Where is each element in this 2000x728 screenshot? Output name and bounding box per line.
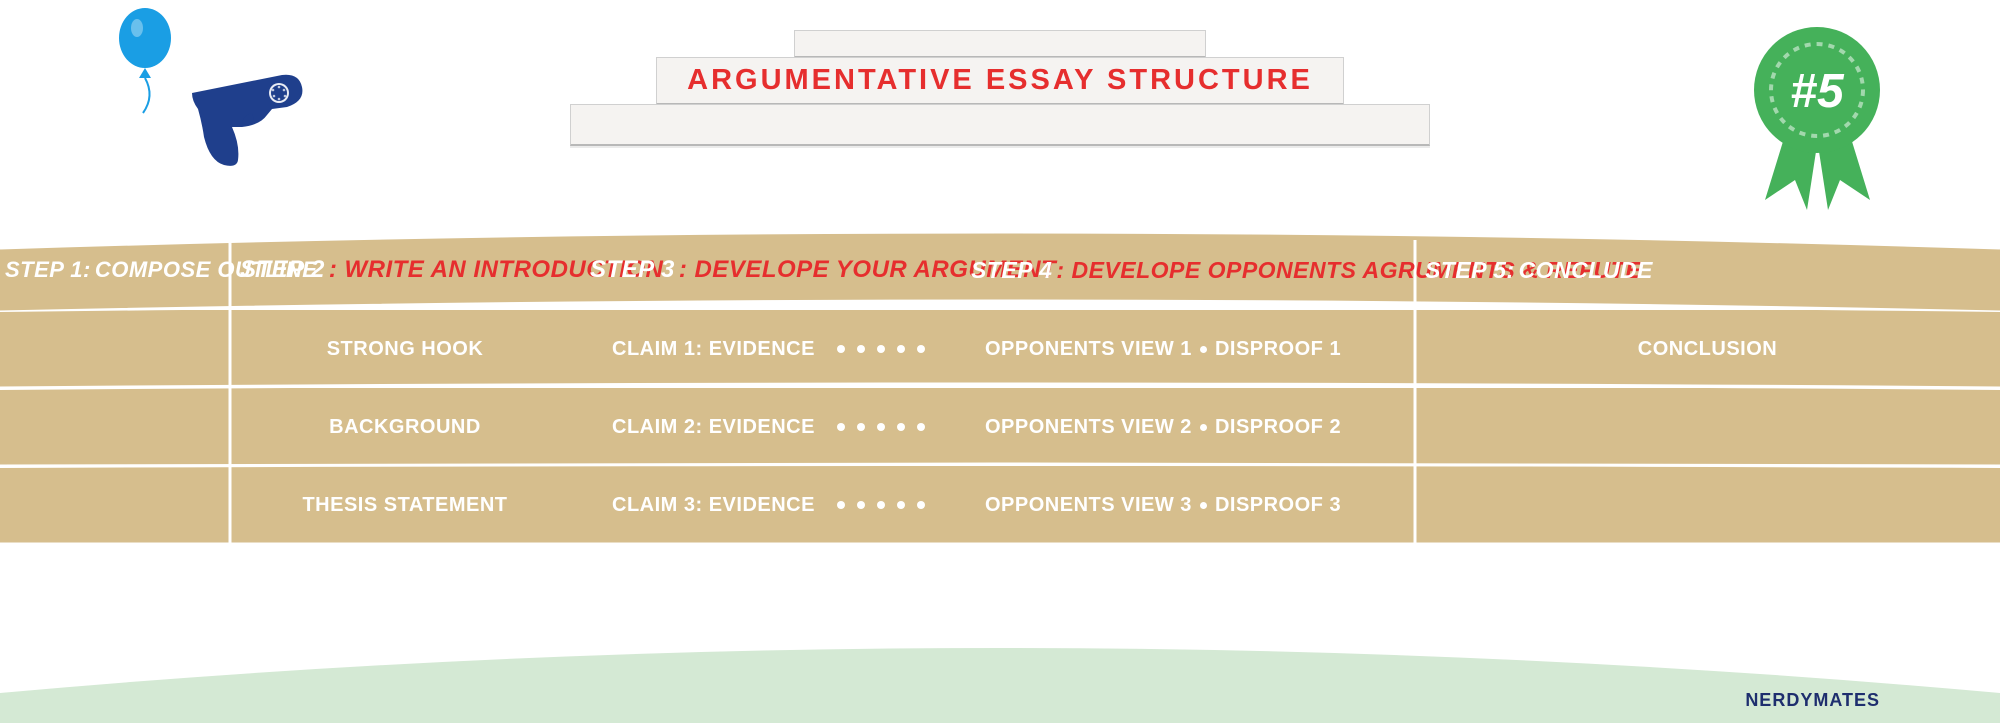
disproof: DISPROOF 3 [1215, 494, 1341, 517]
credit-text: NERDYMATES [1745, 690, 1880, 711]
intro-item: BACKGROUND [329, 416, 481, 439]
dot-icon [897, 423, 905, 431]
dots-separator [837, 423, 925, 431]
claim-item: CLAIM 3: EVIDENCE [612, 494, 815, 517]
dot-icon [1200, 502, 1207, 509]
dot-icon [1200, 346, 1207, 353]
opponent-view: OPPONENTS VIEW 3 [985, 494, 1192, 517]
row-cell-intro: BACKGROUND [230, 416, 580, 439]
dot-icon [857, 423, 865, 431]
step-5-label: CONCLUDE [1519, 257, 1653, 284]
step-3: STEP 3 : DEVELOPE YOUR ARGUMENT [580, 256, 965, 284]
ribbon-badge-icon: #5 [1735, 15, 1900, 220]
intro-item: THESIS STATEMENT [302, 494, 507, 517]
track-body: STRONG HOOK CLAIM 1: EVIDENCE OPPONENTS VI… [0, 310, 2000, 544]
dot-icon [837, 345, 845, 353]
track-row: THESIS STATEMENT CLAIM 3: EVIDENCE OPPONEN… [0, 466, 2000, 544]
row-cell-opponent: OPPONENTS VIEW 1 DISPROOF 1 [965, 338, 1415, 361]
row-cell-claim: CLAIM 3: EVIDENCE [580, 494, 965, 517]
title-bar-mid: ARGUMENTATIVE ESSAY STRUCTURE [656, 57, 1344, 105]
step-1-prefix: STEP 1: [5, 257, 91, 283]
dot-icon [877, 423, 885, 431]
step-4: STEP 4 : DEVELOPE OPPONENTS AGRUMENTS & … [965, 257, 1415, 284]
dot-icon [897, 345, 905, 353]
balloon-icon [115, 8, 185, 128]
track-row: BACKGROUND CLAIM 2: EVIDENCE OPPONENTS VIE… [0, 388, 2000, 466]
conclusion-item: CONCLUSION [1638, 338, 1777, 361]
opponent-view: OPPONENTS VIEW 1 [985, 338, 1192, 361]
dot-icon [837, 501, 845, 509]
dot-icon [837, 423, 845, 431]
step-5-prefix: STEP 5: [1425, 257, 1515, 284]
track-row: STRONG HOOK CLAIM 1: EVIDENCE OPPONENTS VI… [0, 310, 2000, 388]
row-cell-conclude: CONCLUSION [1415, 338, 2000, 361]
disproof: DISPROOF 2 [1215, 416, 1341, 439]
ribbon-text: #5 [1790, 65, 1845, 118]
dot-icon [877, 345, 885, 353]
claim-item: CLAIM 1: EVIDENCE [612, 338, 815, 361]
claim-item: CLAIM 2: EVIDENCE [612, 416, 815, 439]
gun-icon [182, 65, 312, 175]
row-cell-intro: STRONG HOOK [230, 338, 580, 361]
disproof: DISPROOF 1 [1215, 338, 1341, 361]
step-4-prefix: STEP 4 [971, 257, 1052, 284]
row-cell-intro: THESIS STATEMENT [230, 494, 580, 517]
step-5: STEP 5: CONCLUDE [1415, 257, 2000, 284]
step-1: STEP 1: COMPOSE OUTLINE [0, 257, 230, 283]
dots-separator [837, 345, 925, 353]
dots-separator [837, 501, 925, 509]
dot-icon [1200, 424, 1207, 431]
track-bottom-edge [0, 544, 2000, 564]
title-bar-top [794, 30, 1207, 58]
row-cell-claim: CLAIM 1: EVIDENCE [580, 338, 965, 361]
track: STEP 1: COMPOSE OUTLINE STEP 2 : WRITE A… [0, 230, 2000, 650]
dot-icon [917, 345, 925, 353]
page-title: ARGUMENTATIVE ESSAY STRUCTURE [687, 64, 1313, 97]
row-cell-opponent: OPPONENTS VIEW 2 DISPROOF 2 [965, 416, 1415, 439]
dot-icon [857, 501, 865, 509]
step-3-prefix: STEP 3 [590, 256, 675, 284]
steps-row: STEP 1: COMPOSE OUTLINE STEP 2 : WRITE A… [0, 230, 2000, 310]
title-stack: ARGUMENTATIVE ESSAY STRUCTURE [570, 30, 1430, 146]
intro-item: STRONG HOOK [327, 338, 484, 361]
row-cell-claim: CLAIM 2: EVIDENCE [580, 416, 965, 439]
opponent-view: OPPONENTS VIEW 2 [985, 416, 1192, 439]
dot-icon [877, 501, 885, 509]
dot-icon [917, 501, 925, 509]
dot-icon [917, 423, 925, 431]
step-2: STEP 2 : WRITE AN INTRODUCTION [230, 256, 580, 284]
title-bar-bottom [570, 104, 1430, 146]
row-cell-opponent: OPPONENTS VIEW 3 DISPROOF 3 [965, 494, 1415, 517]
track-header-row: STEP 1: COMPOSE OUTLINE STEP 2 : WRITE A… [0, 230, 2000, 310]
dot-icon [857, 345, 865, 353]
step-2-prefix: STEP 2 [240, 256, 325, 284]
dot-icon [897, 501, 905, 509]
